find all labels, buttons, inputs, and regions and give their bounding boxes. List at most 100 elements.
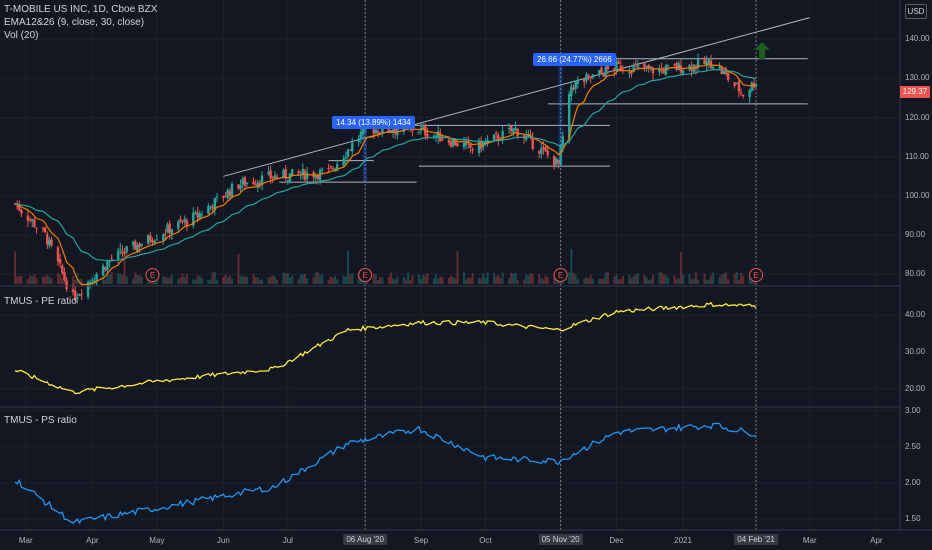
volume-bar [258,279,261,284]
upper-trendline [223,17,810,177]
volume-bar [469,278,472,284]
volume-bar [209,279,212,284]
volume-bar [417,274,420,284]
candle-body [56,247,60,262]
candle-body [131,241,135,246]
candle-body [754,83,758,87]
volume-bar [583,278,586,284]
candle-body [106,261,109,271]
candle-body [591,74,595,78]
price-axis-label: 110.00 [905,151,929,161]
candle-body [396,130,399,136]
candle-body [301,168,305,176]
volume-bar [630,278,633,284]
volume-bar [319,275,322,284]
candle-body [275,177,279,179]
candle-body [748,90,751,98]
measure-box-second [558,61,563,167]
volume-bar [170,275,173,284]
volume-bar [166,278,169,284]
volume-bar [452,277,455,284]
candle-body [58,259,62,264]
volume-bar [110,272,113,284]
volume-bar [334,276,337,284]
candle-body [634,63,637,66]
candle-body [675,63,678,70]
volume-bar [735,272,738,284]
price-axis-label: 1.50 [905,514,921,524]
candle-body [136,244,139,252]
candle-body [471,149,474,151]
candle-body [95,274,98,280]
volume-bar [336,279,339,284]
volume-bar [394,279,397,284]
time-axis-label: Jul [282,536,293,545]
volume-bar [33,273,36,284]
volume-bar [540,277,543,284]
candle-body [179,219,182,222]
candle-body [140,244,143,246]
candle-body [297,170,300,174]
volume-bar [80,278,83,284]
measure-callout-first[interactable]: 14.34 (13.89%) 1434 [332,116,415,129]
ps-pane-title[interactable]: TMUS - PS ratio [4,415,77,426]
candle-body [65,280,68,290]
candle-body [243,177,247,186]
ema-legend[interactable]: EMA12&26 (9, close, 30, close) [4,17,145,28]
volume-bar [312,277,315,284]
volume-bar [553,273,556,284]
measure-callout-second[interactable]: 26.66 (24.77%) 2666 [533,53,616,66]
candle-body [632,65,635,72]
volume-bar [725,272,728,284]
volume-bar [72,276,75,284]
candle-body [568,93,571,139]
candle-body [619,65,622,71]
candle-body [494,133,498,135]
volume-bar [411,275,414,284]
volume-bar [125,276,128,284]
volume-bar [20,276,23,284]
candle-body [585,74,588,81]
volume-bar [510,272,513,284]
volume-bar [649,279,652,284]
volume-bar [284,273,287,284]
candle-body [378,132,382,134]
currency-badge[interactable]: USD [905,4,927,19]
volume-bar [591,278,594,284]
volume-bar [321,273,324,284]
candle-body [628,72,631,74]
pe-ratio-series [14,301,757,395]
candle-body [48,239,51,246]
volume-bar [31,276,34,284]
volume-bar [213,272,216,284]
candle-body [50,239,53,246]
volume-bar [291,275,294,284]
time-axis-label: Apr [86,536,99,545]
candle-body [331,168,335,170]
volume-bar [123,251,126,284]
volume-bar [243,276,246,284]
candle-body [441,139,444,141]
volume-bar [29,275,32,284]
candle-body [267,172,270,175]
volume-bar [211,272,214,284]
volume-bar [602,278,605,284]
candle-body [600,67,603,73]
volume-bar [342,275,345,284]
pe-pane-title[interactable]: TMUS - PE ratio [4,296,77,307]
volume-bar [108,274,111,284]
candle-body [86,282,90,297]
candle-body [542,147,545,149]
volume-bar [628,274,631,284]
volume-legend[interactable]: Vol (20) [4,30,39,41]
volume-bar [344,276,347,284]
volume-bar [121,274,124,284]
volume-bar [314,272,317,284]
candle-body [76,297,79,300]
candle-body [387,126,390,132]
candle-body [469,144,472,148]
volume-bar [707,279,710,284]
earnings-marker-icon [145,268,160,282]
